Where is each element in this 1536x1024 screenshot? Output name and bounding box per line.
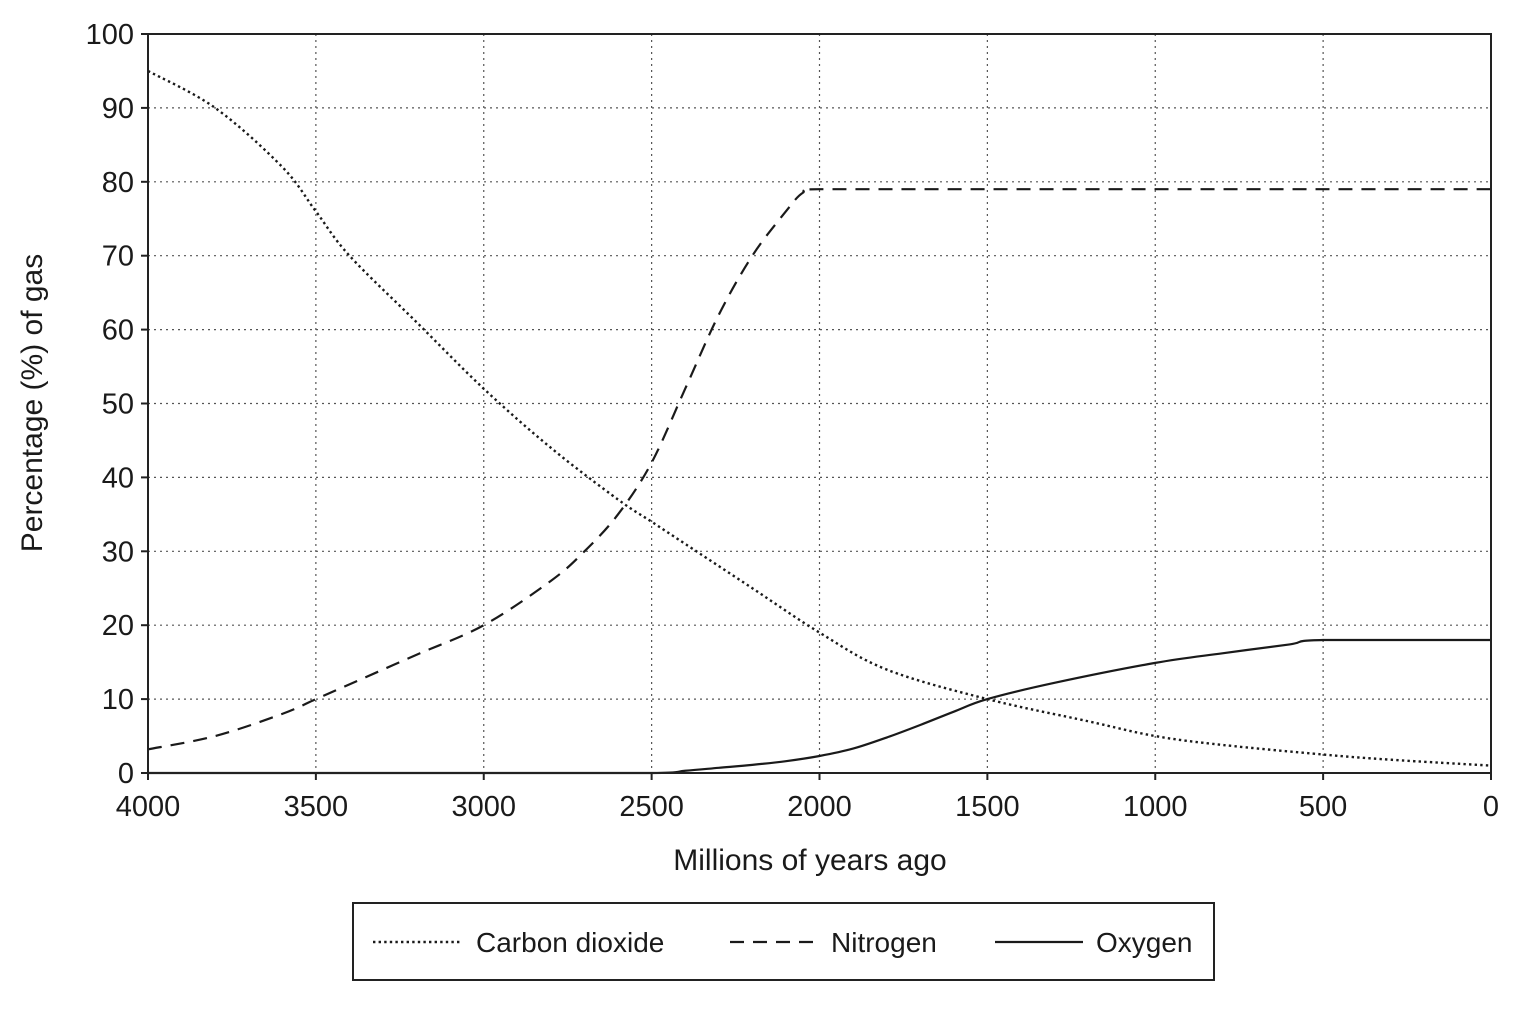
y-tick-label: 70 (102, 241, 134, 273)
series-lines (147, 69, 1492, 775)
y-tick-label: 60 (102, 315, 134, 347)
x-tick-label: 3500 (284, 791, 349, 823)
x-tick-label: 2500 (619, 791, 684, 823)
y-tick-label: 40 (102, 462, 134, 494)
y-tick-label: 10 (102, 684, 134, 716)
grid (147, 33, 1492, 774)
x-tick-label: 3000 (451, 791, 516, 823)
y-tick-label: 100 (86, 19, 134, 51)
y-tick-label: 0 (118, 758, 134, 790)
x-tick-label: 0 (1483, 791, 1499, 823)
y-tick-label: 30 (102, 536, 134, 568)
y-axis-title: Percentage (%) of gas (16, 254, 49, 553)
x-tick-label: 4000 (116, 791, 181, 823)
x-tick-label: 500 (1299, 791, 1347, 823)
x-tick-label: 1000 (1123, 791, 1188, 823)
y-tick-label: 90 (102, 93, 134, 125)
legend: Carbon dioxide Nitrogen Oxygen (352, 902, 1215, 981)
y-axis-ticks: 0 10 20 30 40 50 60 70 80 90 100 (86, 19, 148, 790)
carbon-dioxide-line (147, 69, 1492, 767)
x-axis-ticks: 4000 3500 3000 2500 2000 1500 1000 500 0 (116, 773, 1499, 823)
legend-label-nitrogen: Nitrogen (831, 927, 937, 958)
legend-label-carbon-dioxide: Carbon dioxide (476, 927, 664, 958)
x-axis-title: Millions of years ago (673, 844, 946, 877)
y-tick-label: 80 (102, 167, 134, 199)
x-tick-label: 2000 (787, 791, 852, 823)
y-tick-label: 50 (102, 389, 134, 421)
nitrogen-line (147, 188, 1491, 751)
y-tick-label: 20 (102, 610, 134, 642)
legend-label-oxygen: Oxygen (1096, 927, 1193, 958)
x-tick-label: 1500 (955, 791, 1020, 823)
